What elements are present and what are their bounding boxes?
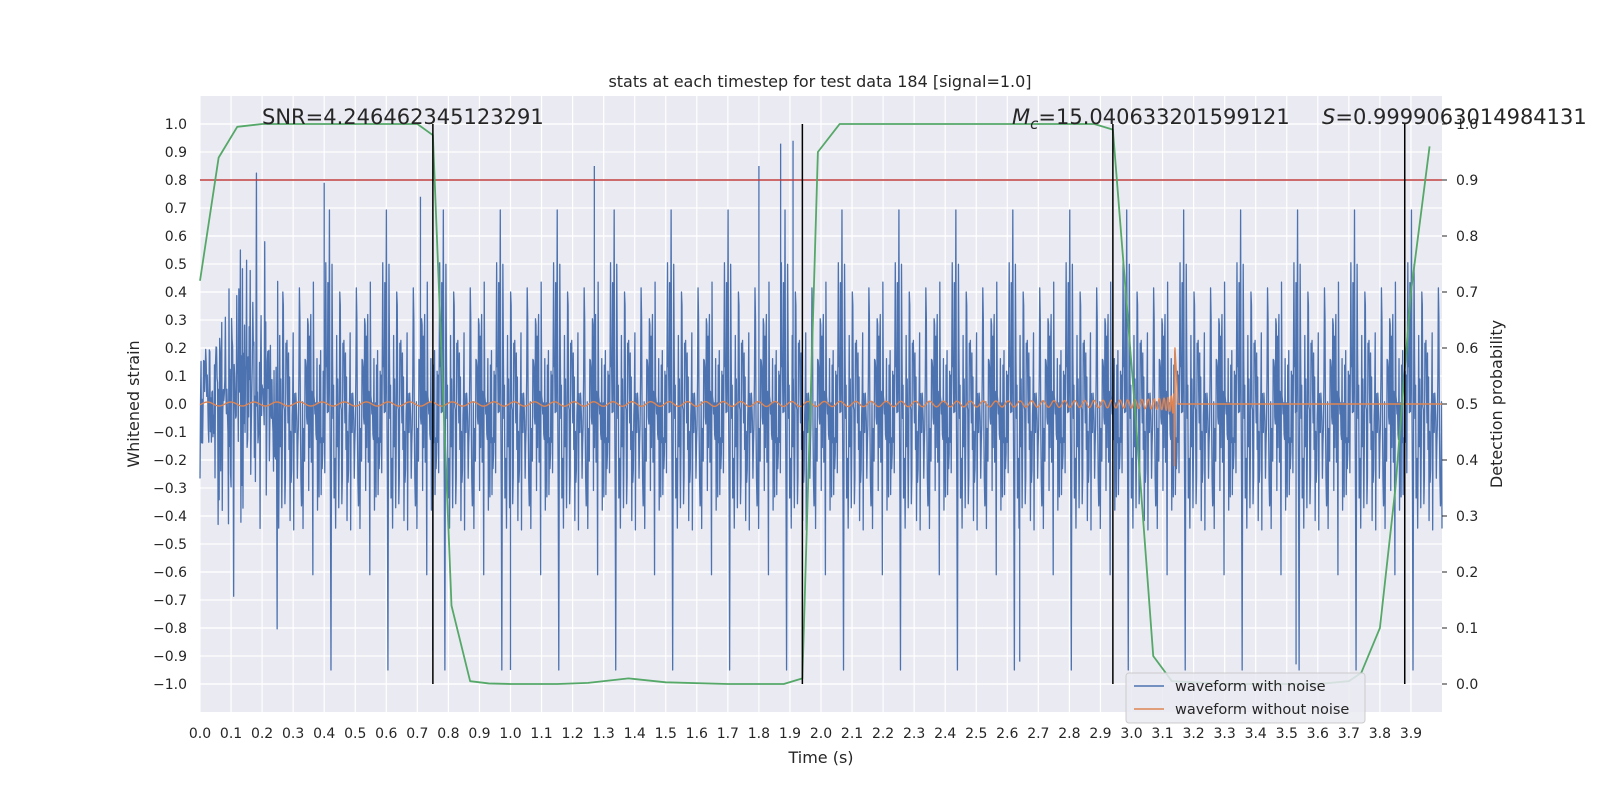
x-tick-label: 1.6	[686, 726, 708, 742]
y2-tick-label: 0.3	[1456, 509, 1478, 525]
y-axis-label: Whitened strain	[124, 340, 143, 467]
x-axis-label: Time (s)	[787, 748, 853, 767]
x-tick-label: 3.7	[1338, 726, 1360, 742]
x-tick-label: 0.0	[189, 726, 211, 742]
legend-box	[1125, 672, 1366, 724]
x-tick-label: 3.1	[1151, 726, 1173, 742]
significance-symbol: S	[1322, 105, 1335, 129]
y2-tick-label: 0.4	[1456, 453, 1478, 469]
x-tick-label: 0.8	[437, 726, 459, 742]
x-tick-label: 0.6	[375, 726, 397, 742]
y-tick-label: −0.4	[153, 509, 187, 525]
x-tick-label: 3.8	[1369, 726, 1391, 742]
x-tick-label: 3.0	[1120, 726, 1142, 742]
x-tick-label: 1.7	[717, 726, 739, 742]
legend-label-clean: waveform without noise	[1175, 702, 1349, 718]
legend: waveform with noise waveform without noi…	[1125, 672, 1366, 724]
x-tick-label: 2.0	[810, 726, 832, 742]
y-tick-label: −0.6	[153, 565, 187, 581]
x-tick-label: 0.4	[313, 726, 335, 742]
y-tick-label: 0.3	[165, 313, 187, 329]
y2-tick-label: 0.1	[1456, 621, 1478, 637]
clean-waveform-series	[199, 347, 1442, 467]
y-tick-label: 1.0	[165, 117, 187, 133]
y-tick-label: −0.1	[153, 425, 187, 441]
x-tick-label: 0.7	[406, 726, 428, 742]
y2-axis-ticks: 1.0 0.9 0.8 0.7 0.6 0.5 0.4 0.3 0.2 0.1 0.0	[1442, 117, 1478, 693]
x-tick-label: 1.9	[779, 726, 801, 742]
x-tick-label: 3.4	[1245, 726, 1267, 742]
x-tick-label: 1.2	[561, 726, 583, 742]
chirp-mass-symbol: M	[1012, 105, 1030, 129]
x-tick-label: 3.2	[1182, 726, 1204, 742]
x-tick-label: 2.5	[965, 726, 987, 742]
x-axis-ticks: 0.0 0.1 0.2 0.3 0.4 0.5 0.6 0.7 0.8 0.9 1.0 1.1 1.2 1…	[189, 726, 1422, 742]
chirp-mass-value: =15.040633201599121	[1038, 105, 1289, 129]
x-tick-label: 1.3	[593, 726, 615, 742]
x-tick-label: 3.5	[1276, 726, 1298, 742]
x-tick-label: 1.8	[748, 726, 770, 742]
y-tick-label: 0.9	[165, 145, 187, 161]
x-tick-label: 0.9	[468, 726, 490, 742]
significance-value: =0.9999063014984131	[1335, 105, 1586, 129]
x-tick-label: 1.1	[530, 726, 552, 742]
y2-tick-label: 0.5	[1456, 397, 1478, 413]
y2-tick-label: 1.0	[1456, 117, 1478, 133]
x-tick-label: 2.1	[841, 726, 863, 742]
y-tick-label: −1.0	[153, 677, 187, 693]
chart-title: stats at each timestep for test data 184…	[608, 72, 1031, 91]
y2-tick-label: 0.6	[1456, 341, 1478, 357]
x-tick-label: 0.1	[220, 726, 242, 742]
y-tick-label: 0.1	[165, 369, 187, 385]
y-axis-ticks: 1.0 0.9 0.8 0.7 0.6 0.5 0.4 0.3 0.2 0.1 0.0 −0.1 −0.…	[153, 117, 187, 693]
y-tick-label: 0.4	[165, 285, 187, 301]
x-tick-label: 2.9	[1089, 726, 1111, 742]
waveform-without-noise-line	[199, 347, 1442, 467]
significance-annotation: S=0.9999063014984131	[1322, 105, 1587, 129]
y-tick-label: 0.8	[165, 173, 187, 189]
y2-tick-label: 0.0	[1456, 677, 1478, 693]
x-tick-label: 3.9	[1400, 726, 1422, 742]
x-tick-label: 2.8	[1058, 726, 1080, 742]
x-tick-label: 1.0	[499, 726, 521, 742]
chirp-mass-annotation: Mc=15.040633201599121	[1012, 105, 1290, 133]
y-tick-label: 0.2	[165, 341, 187, 357]
y-tick-label: −0.8	[153, 621, 187, 637]
y2-axis-label: Detection probability	[1487, 320, 1506, 488]
legend-label-noise: waveform with noise	[1175, 679, 1326, 695]
x-tick-label: 3.3	[1214, 726, 1236, 742]
x-tick-label: 2.3	[903, 726, 925, 742]
chirp-mass-subscript: c	[1030, 115, 1039, 133]
y2-tick-label: 0.9	[1456, 173, 1478, 189]
x-tick-label: 0.2	[251, 726, 273, 742]
x-tick-label: 3.6	[1307, 726, 1329, 742]
y-tick-label: 0.5	[165, 257, 187, 273]
y-tick-label: −0.5	[153, 537, 187, 553]
y2-tick-label: 0.2	[1456, 565, 1478, 581]
y-tick-label: −0.2	[153, 453, 187, 469]
segment-markers	[432, 124, 1406, 684]
x-tick-label: 2.2	[872, 726, 894, 742]
y-tick-label: −0.7	[153, 593, 187, 609]
y2-tick-label: 0.7	[1456, 285, 1478, 301]
x-tick-label: 1.4	[624, 726, 646, 742]
y-tick-label: 0.6	[165, 229, 187, 245]
x-tick-label: 2.6	[996, 726, 1018, 742]
noisy-waveform-series	[199, 140, 1443, 671]
x-tick-label: 0.3	[282, 726, 304, 742]
y-tick-label: 0.0	[165, 397, 187, 413]
y2-tick-label: 0.8	[1456, 229, 1478, 245]
snr-annotation: SNR=4.246462345123291	[262, 105, 544, 129]
x-tick-label: 2.4	[934, 726, 956, 742]
x-tick-label: 2.7	[1027, 726, 1049, 742]
y-tick-label: −0.3	[153, 481, 187, 497]
y-tick-label: 0.7	[165, 201, 187, 217]
x-tick-label: 0.5	[344, 726, 366, 742]
x-tick-label: 1.5	[655, 726, 677, 742]
y-tick-label: −0.9	[153, 649, 187, 665]
